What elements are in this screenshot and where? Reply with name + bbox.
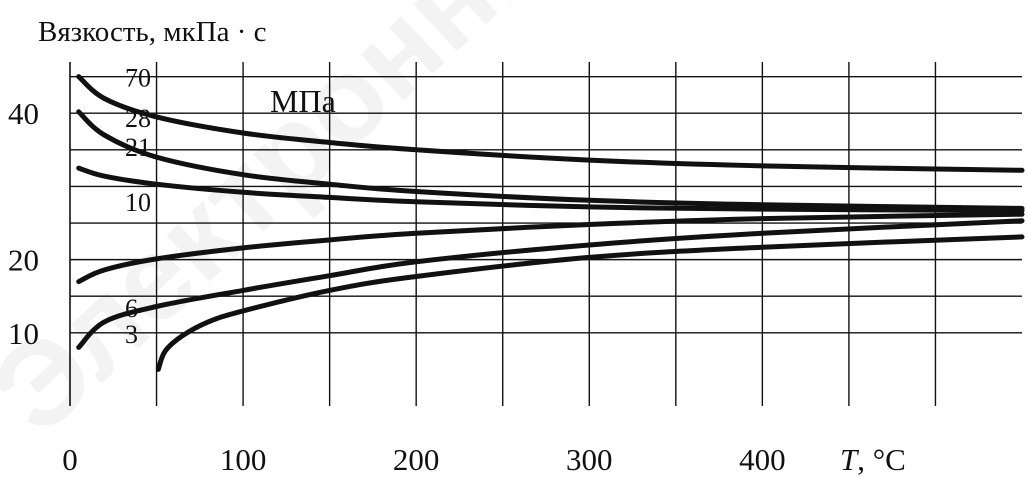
- series-line-28-mpa: [76, 109, 1025, 211]
- y-axis-title: Вязкость, мкПа · с: [38, 16, 267, 48]
- series-label-6: 6: [125, 294, 138, 323]
- x-tick-label: 100: [220, 442, 267, 477]
- x-tick-label: 400: [739, 442, 786, 477]
- x-axis-title: T, °C: [840, 442, 906, 477]
- series-line-3-mpa: [155, 234, 1025, 372]
- series-line-21-mpa: [76, 165, 1025, 214]
- series-line-6-mpa: [76, 218, 1025, 350]
- series-label-70: 70: [125, 64, 151, 93]
- series-label-21: 21: [125, 133, 151, 162]
- series-line-10-mpa: [76, 211, 1025, 285]
- y-tick-label: 20: [8, 243, 39, 278]
- series-line-70-mpa: [76, 74, 1025, 173]
- y-tick-label: 40: [8, 96, 39, 131]
- x-tick-label: 200: [393, 442, 440, 477]
- x-tick-label: 300: [566, 442, 613, 477]
- x-tick-label: 0: [62, 442, 78, 477]
- series-label-28: 28: [125, 104, 151, 133]
- grid: [70, 62, 1022, 406]
- curves: [76, 74, 1025, 372]
- y-tick-label: 10: [8, 316, 39, 351]
- series-label-10: 10: [125, 188, 151, 217]
- series-label-3: 3: [125, 320, 138, 349]
- pressure-unit-label: МПа: [270, 83, 336, 119]
